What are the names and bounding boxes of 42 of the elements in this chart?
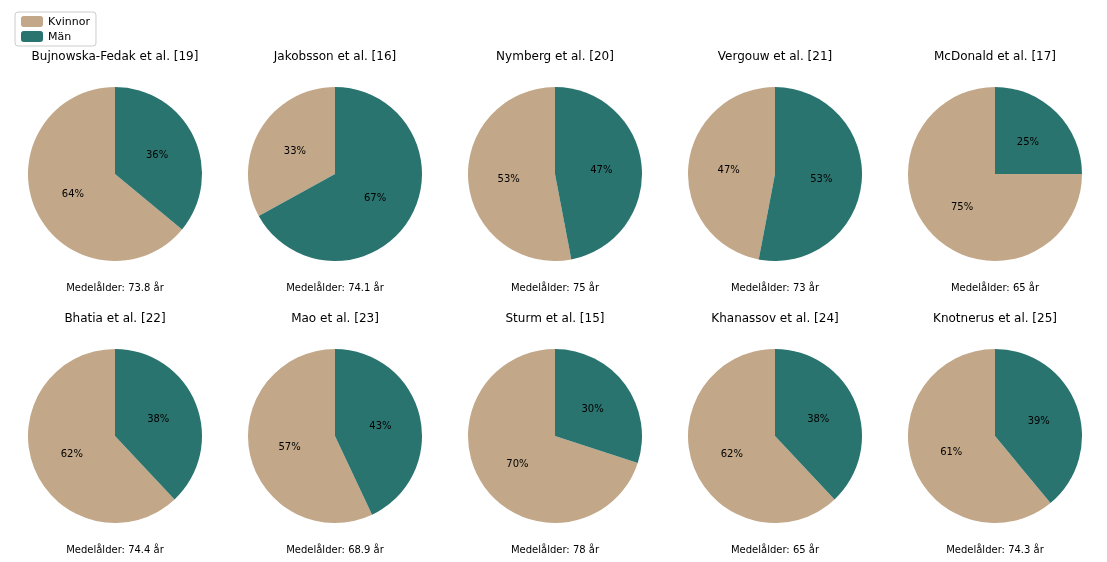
text: Medelålder: 68.9 år (286, 542, 385, 555)
text: Medelålder: 73 år (730, 280, 820, 293)
text: Medelålder: 73.8 år (66, 280, 165, 293)
data-label: 33% (283, 144, 307, 156)
data-label: 70% (506, 457, 529, 469)
chart-title: Mao et al. [23] (291, 311, 379, 325)
data-label: 47% (590, 164, 613, 176)
data-label: 30% (581, 403, 604, 415)
data-label: 61% (940, 446, 963, 458)
data-label: 38% (147, 413, 170, 425)
data-label: 67% (363, 192, 387, 204)
text: Medelålder: 74.4 år (66, 542, 165, 555)
text: Medelålder: 74.1 år (286, 280, 385, 293)
data-label: 39% (1027, 414, 1050, 426)
data-label: 53% (497, 172, 520, 184)
data-label: 57% (278, 440, 301, 452)
text: Bujnowska-Fedak et al. [19] (31, 49, 199, 63)
data-label: 38% (807, 413, 830, 425)
data-label: 75% (951, 201, 974, 213)
data-label: 36% (145, 148, 169, 160)
data-label: 62% (720, 447, 743, 459)
data-label: 64% (61, 188, 85, 200)
data-label: 25% (1016, 135, 1039, 147)
chart-title: Khanassov et al. [24] (711, 311, 839, 325)
data-label: 62% (60, 447, 83, 459)
text: Medelålder: 78 år (510, 542, 600, 555)
data-label: 43% (369, 420, 392, 432)
text: Medelålder: 75 år (510, 280, 600, 293)
chart-title: Sturm et al. [15] (505, 311, 605, 325)
chart-title: Vergouw et al. [21] (717, 49, 833, 63)
chart-title: Jakobsson et al. [16] (272, 49, 397, 63)
text: Medelålder: 74.3 år (946, 542, 1045, 555)
data-label: 47% (717, 164, 740, 176)
legend-label: Män (48, 30, 72, 43)
data-label: 53% (810, 172, 833, 184)
text: Medelålder: 65 år (950, 280, 1040, 293)
chart-title: Bhatia et al. [22] (64, 311, 166, 325)
chart-title: McDonald et al. [17] (933, 49, 1057, 63)
text: Medelålder: 65 år (730, 542, 820, 555)
chart-title: Nymberg et al. [20] (496, 49, 614, 63)
chart-title: Knotnerus et al. [25] (933, 311, 1057, 325)
legend-label: Kvinnor (48, 15, 91, 28)
